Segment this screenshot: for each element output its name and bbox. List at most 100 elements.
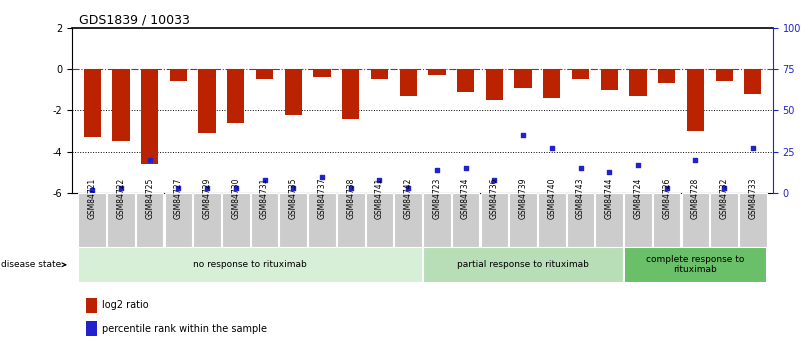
Point	[229, 186, 242, 191]
FancyBboxPatch shape	[78, 247, 423, 283]
FancyBboxPatch shape	[509, 193, 537, 247]
Bar	[199, 69, 215, 133]
Bar	[457, 69, 474, 92]
FancyBboxPatch shape	[452, 193, 480, 247]
Bar	[400, 69, 417, 96]
Bar	[371, 69, 388, 79]
Point	[459, 166, 472, 171]
Point	[517, 132, 529, 138]
Point	[316, 174, 328, 179]
Bar	[429, 69, 445, 75]
FancyBboxPatch shape	[481, 193, 508, 247]
FancyBboxPatch shape	[653, 193, 681, 247]
Point	[201, 186, 214, 191]
Text: GSM84735: GSM84735	[289, 177, 298, 219]
Bar	[227, 69, 244, 123]
Text: partial response to rituximab: partial response to rituximab	[457, 260, 589, 269]
Bar	[83, 69, 101, 137]
Point	[402, 186, 415, 191]
Text: complete response to
rituximab: complete response to rituximab	[646, 255, 745, 275]
Point	[258, 177, 271, 183]
FancyBboxPatch shape	[624, 247, 767, 283]
Text: GSM84737: GSM84737	[317, 177, 327, 219]
Point	[430, 167, 443, 173]
FancyBboxPatch shape	[538, 193, 566, 247]
Text: GSM84743: GSM84743	[576, 177, 585, 219]
Bar	[284, 69, 302, 115]
Text: GSM84736: GSM84736	[490, 177, 499, 219]
Point	[344, 186, 357, 191]
FancyBboxPatch shape	[193, 193, 221, 247]
Text: GSM84740: GSM84740	[547, 177, 556, 219]
Point	[631, 162, 644, 168]
Text: GSM84733: GSM84733	[748, 177, 758, 219]
FancyBboxPatch shape	[394, 193, 422, 247]
FancyBboxPatch shape	[222, 193, 250, 247]
Bar	[601, 69, 618, 90]
Text: GSM84727: GSM84727	[174, 177, 183, 219]
FancyBboxPatch shape	[164, 193, 192, 247]
FancyBboxPatch shape	[423, 247, 624, 283]
Text: GSM84734: GSM84734	[461, 177, 470, 219]
Bar	[112, 69, 130, 141]
Point	[115, 186, 127, 191]
Bar	[342, 69, 360, 119]
FancyBboxPatch shape	[595, 193, 623, 247]
Point	[660, 186, 673, 191]
FancyBboxPatch shape	[107, 193, 135, 247]
FancyBboxPatch shape	[280, 193, 307, 247]
FancyBboxPatch shape	[739, 193, 767, 247]
Text: GSM84738: GSM84738	[346, 177, 355, 219]
Text: GSM84731: GSM84731	[260, 177, 269, 219]
Point	[143, 157, 156, 163]
FancyBboxPatch shape	[567, 193, 594, 247]
Bar	[313, 69, 331, 77]
FancyBboxPatch shape	[337, 193, 364, 247]
FancyBboxPatch shape	[78, 193, 106, 247]
Text: GSM84725: GSM84725	[145, 177, 154, 219]
Point	[747, 146, 759, 151]
Text: GSM84728: GSM84728	[691, 178, 700, 219]
Bar	[658, 69, 675, 83]
Point	[718, 186, 731, 191]
Point	[488, 177, 501, 183]
Bar	[141, 69, 159, 164]
Text: GSM84729: GSM84729	[203, 177, 211, 219]
Text: GSM84732: GSM84732	[719, 177, 729, 219]
FancyBboxPatch shape	[365, 193, 393, 247]
FancyBboxPatch shape	[423, 193, 451, 247]
Text: disease state: disease state	[2, 260, 66, 269]
Text: GSM84723: GSM84723	[433, 177, 441, 219]
Point	[574, 166, 587, 171]
Text: percentile rank within the sample: percentile rank within the sample	[102, 324, 267, 334]
Text: GSM84724: GSM84724	[634, 177, 642, 219]
FancyBboxPatch shape	[624, 193, 652, 247]
Point	[603, 169, 616, 175]
Point	[172, 186, 185, 191]
Bar	[543, 69, 561, 98]
FancyBboxPatch shape	[251, 193, 278, 247]
Bar	[744, 69, 762, 94]
Point	[86, 187, 99, 193]
Bar	[87, 321, 98, 336]
Text: GSM84730: GSM84730	[231, 177, 240, 219]
Point	[689, 157, 702, 163]
Bar	[715, 69, 733, 81]
Bar	[256, 69, 273, 79]
Text: GSM84742: GSM84742	[404, 177, 413, 219]
Bar	[485, 69, 503, 100]
Point	[287, 186, 300, 191]
Text: GDS1839 / 10033: GDS1839 / 10033	[79, 13, 190, 27]
FancyBboxPatch shape	[308, 193, 336, 247]
Text: GSM84744: GSM84744	[605, 177, 614, 219]
Bar	[170, 69, 187, 81]
Bar	[572, 69, 589, 79]
Point	[373, 177, 386, 183]
Text: GSM84741: GSM84741	[375, 177, 384, 219]
Text: GSM84722: GSM84722	[116, 178, 126, 219]
FancyBboxPatch shape	[136, 193, 163, 247]
FancyBboxPatch shape	[710, 193, 738, 247]
Text: GSM84726: GSM84726	[662, 177, 671, 219]
FancyBboxPatch shape	[682, 193, 709, 247]
Bar	[686, 69, 704, 131]
